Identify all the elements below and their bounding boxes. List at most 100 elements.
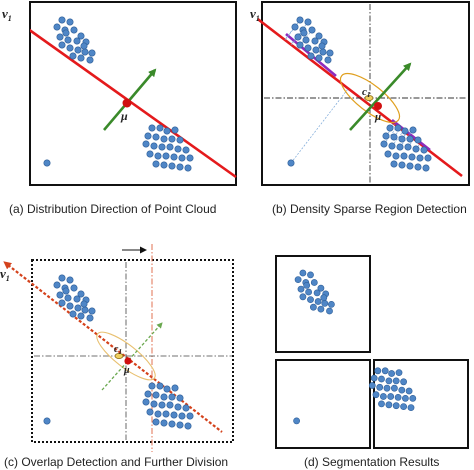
point (160, 393, 168, 401)
point (142, 140, 150, 148)
sparse-center-marker (364, 95, 374, 102)
point (156, 124, 164, 132)
point (163, 127, 171, 135)
point (66, 44, 74, 52)
point (66, 18, 74, 26)
centroid-marker (124, 357, 132, 365)
point-cloud (43, 274, 194, 430)
point (66, 302, 74, 310)
cluster-1-point (307, 296, 314, 303)
panel-a: v1 μ (a) Distribution Direction of Point… (2, 1, 237, 216)
overlap-region-ellipse (96, 331, 156, 381)
cluster-3-point (370, 374, 378, 382)
principal-direction-line (30, 28, 237, 179)
panel-a-frame (29, 1, 237, 186)
point (69, 310, 77, 318)
point (396, 143, 404, 151)
normal-vector-arrow (349, 62, 412, 131)
point (168, 135, 176, 143)
centroid-marker (374, 102, 382, 110)
point (409, 126, 417, 134)
caption-d: (d) Segmentation Results (304, 455, 439, 469)
point (416, 154, 424, 162)
principal-direction-line (3, 261, 223, 433)
point (184, 164, 192, 172)
point (160, 419, 168, 427)
point (390, 133, 398, 141)
cluster-3-point (372, 391, 380, 399)
point (70, 284, 78, 292)
v1-label: v1 (0, 266, 10, 283)
point (142, 398, 150, 406)
point (74, 46, 82, 54)
panel-b: v1 c1 μ (b) Density Sparse Region Detect… (250, 1, 470, 216)
cluster-1-point (310, 279, 318, 286)
segment-box-bottom-right (373, 359, 469, 449)
point (300, 29, 308, 37)
projection-line (391, 130, 404, 147)
point (154, 152, 162, 160)
point (182, 146, 190, 154)
point (401, 127, 409, 135)
cluster-1-point (320, 294, 328, 302)
point (174, 145, 182, 153)
point (176, 163, 184, 171)
point (304, 44, 312, 52)
cluster-1-point (326, 307, 333, 315)
cluster-3-point (374, 367, 382, 375)
caption-c: (c) Overlap Detection and Further Divisi… (4, 455, 228, 469)
point (408, 153, 416, 161)
point (144, 390, 152, 398)
cluster-3-point (388, 370, 395, 377)
sparse-center-marker (114, 352, 124, 359)
cluster-1-point (294, 276, 302, 283)
point (296, 16, 304, 24)
point (56, 33, 64, 41)
point (388, 142, 396, 150)
point (62, 287, 70, 295)
cluster-3-point (392, 402, 400, 410)
point (62, 29, 70, 37)
point (171, 126, 179, 134)
cluster-1-point (313, 289, 321, 297)
point (158, 401, 166, 409)
point (58, 299, 66, 307)
point (296, 41, 304, 49)
point (176, 394, 184, 402)
cluster-1-point (327, 300, 335, 308)
segment-box-top (275, 255, 371, 353)
point (148, 124, 156, 132)
point (154, 410, 162, 418)
panel-c: v1 c1 μ (c) Overlap Detection and Furthe… (0, 244, 234, 469)
point (152, 418, 160, 426)
point (308, 26, 316, 34)
point (150, 400, 158, 408)
projection-line (291, 29, 304, 46)
cluster-2-point (293, 417, 300, 425)
point (168, 393, 176, 401)
point (166, 401, 174, 409)
cluster-3-point (378, 400, 385, 408)
point (158, 143, 166, 151)
point (144, 132, 152, 140)
cluster-3-point (381, 367, 389, 375)
point (294, 33, 302, 41)
c1-label: c1 (362, 86, 370, 99)
point (380, 140, 388, 148)
point (163, 385, 171, 393)
point (382, 132, 390, 140)
projection-line (290, 21, 309, 45)
point (414, 163, 422, 171)
point (324, 56, 332, 64)
point (312, 46, 320, 54)
point (171, 384, 179, 392)
point (174, 403, 182, 411)
point (315, 54, 323, 62)
point-cloud (43, 16, 194, 172)
point (414, 136, 422, 144)
segmented-points (293, 269, 417, 425)
caption-a: (a) Distribution Direction of Point Clou… (9, 202, 216, 216)
point (291, 23, 299, 31)
point (80, 300, 88, 308)
cluster-3-point (392, 377, 400, 385)
